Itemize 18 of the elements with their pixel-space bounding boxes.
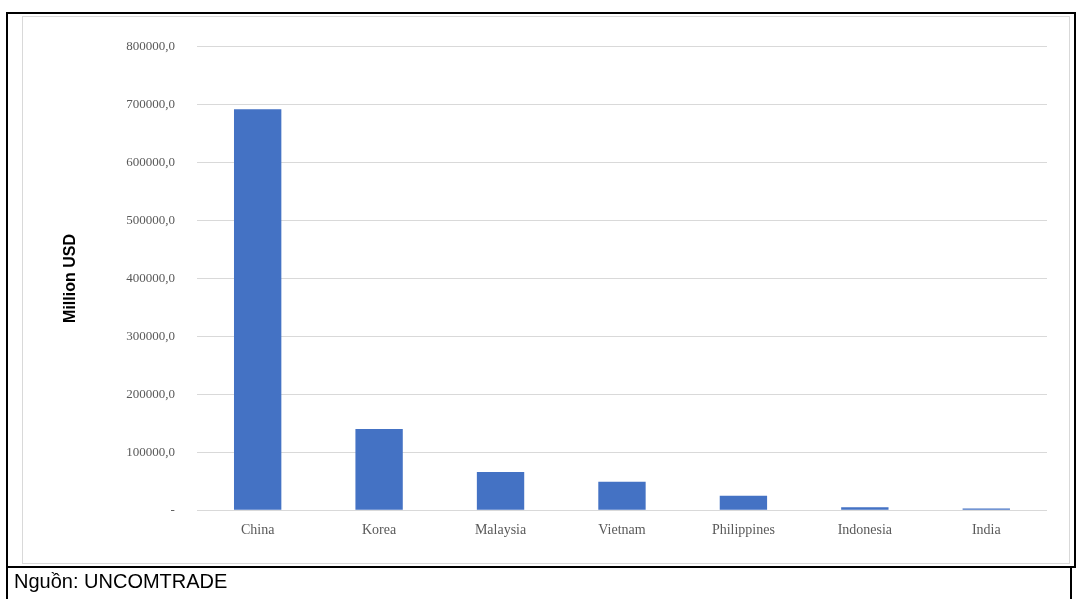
x-tick-label: Korea <box>362 522 397 538</box>
y-tick-label: 500000,0 <box>126 212 175 227</box>
y-tick-label: 100000,0 <box>126 443 175 459</box>
y-tick-label: 200000,0 <box>126 385 175 401</box>
x-tick-label: Malaysia <box>474 522 527 538</box>
y-tick-label: 300000,0 <box>126 327 175 343</box>
y-tick-label: 700000,0 <box>126 96 175 112</box>
x-tick-label: Vietnam <box>598 522 646 538</box>
text: Nguồn: UNCOMTRADE <box>6 566 1072 599</box>
y-tick-label: 800000,0 <box>126 38 175 54</box>
y-tick-label: - <box>170 501 175 517</box>
x-tick-label: Indonesia <box>837 522 893 538</box>
y-axis-title: Million USD <box>61 234 79 323</box>
y-tick-label: 600000,0 <box>126 154 175 170</box>
x-tick-label: India <box>971 522 1002 538</box>
y-tick-label: 400000,0 <box>126 269 175 285</box>
x-tick-label: Philippines <box>711 522 775 538</box>
x-tick-label: China <box>240 522 276 538</box>
